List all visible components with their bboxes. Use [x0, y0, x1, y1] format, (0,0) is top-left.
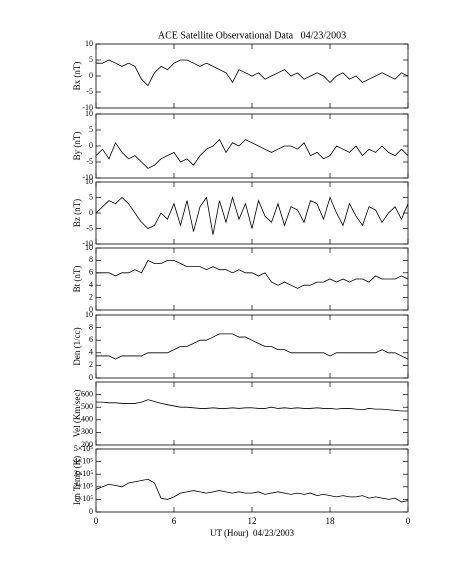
y-tick-label: 1×10⁵ [74, 494, 94, 503]
y-tick-label: 0 [89, 141, 93, 150]
y-tick-label: 6 [89, 335, 93, 344]
y-tick-label: 10 [85, 243, 93, 252]
y-tick-label: 4×10⁵ [74, 456, 94, 465]
y-tick-label: 0 [89, 71, 93, 80]
y-tick-label: 5×10⁵ [74, 444, 94, 453]
y-axis-label: Bt (nT) [72, 266, 82, 293]
data-line [96, 333, 409, 360]
panel-frame [95, 113, 409, 179]
y-tick-label: 6 [89, 268, 93, 277]
y-tick-label: -5 [86, 87, 93, 96]
y-tick-label: 600 [81, 389, 93, 398]
y-tick-label: 2 [89, 292, 93, 301]
y-axis-label: By (nT) [72, 132, 82, 161]
data-line [96, 399, 408, 412]
y-tick-label: 8 [89, 255, 93, 264]
y-tick-label: 3×10⁵ [74, 469, 94, 478]
y-tick-label: 10 [85, 310, 93, 319]
y-tick-label: -10 [82, 173, 93, 182]
data-line [95, 196, 409, 235]
y-tick-label: 0 [89, 373, 93, 382]
y-axis-label: Bz (nT) [72, 199, 82, 227]
x-tick-label: 6 [172, 516, 177, 526]
y-tick-label: 10 [85, 177, 93, 186]
y-tick-label: 0 [89, 507, 93, 516]
y-tick-label: 4 [89, 280, 93, 289]
y-tick-label: 300 [81, 427, 93, 436]
x-tick-label: 18 [326, 516, 336, 526]
panel-frame [95, 314, 409, 379]
y-tick-label: 10 [85, 39, 93, 48]
panel-frame [95, 381, 409, 446]
y-tick-label: 2 [89, 360, 93, 369]
y-tick-label: 0 [89, 208, 93, 217]
y-axis-label: Bx (nT) [72, 62, 82, 91]
data-line [95, 478, 409, 503]
chart-title: ACE Satellite Observational Data 04/23/2… [158, 30, 346, 41]
y-tick-label: 500 [81, 402, 93, 411]
y-tick-label: -10 [82, 239, 93, 248]
y-axis-label: Den (1/cc) [72, 327, 82, 365]
y-tick-label: -10 [82, 103, 93, 112]
y-tick-label: 4 [89, 348, 93, 357]
y-tick-label: 0 [89, 305, 93, 314]
y-axis-label: Vel (Km/sec) [72, 390, 82, 438]
x-tick-label: 0 [406, 516, 411, 526]
x-axis-label: UT (Hour) 04/23/2003 [210, 528, 295, 538]
data-line [95, 138, 409, 169]
y-tick-label: -5 [86, 157, 93, 166]
y-tick-label: 8 [89, 322, 93, 331]
y-tick-label: 5 [89, 125, 93, 134]
x-tick-label: 12 [248, 516, 257, 526]
y-tick-label: 5 [89, 192, 93, 201]
y-tick-label: -5 [86, 223, 93, 232]
y-axis-label: Ion Temp (K) [72, 456, 82, 505]
y-tick-label: 200 [81, 440, 93, 449]
data-line [96, 259, 409, 289]
y-tick-label: 5 [89, 55, 93, 64]
y-tick-label: 400 [81, 415, 93, 424]
x-tick-label: 0 [94, 516, 99, 526]
data-line [96, 59, 409, 87]
y-tick-label: 2×10⁵ [74, 482, 94, 491]
y-tick-label: 10 [85, 109, 93, 118]
panel-frame [95, 181, 409, 245]
